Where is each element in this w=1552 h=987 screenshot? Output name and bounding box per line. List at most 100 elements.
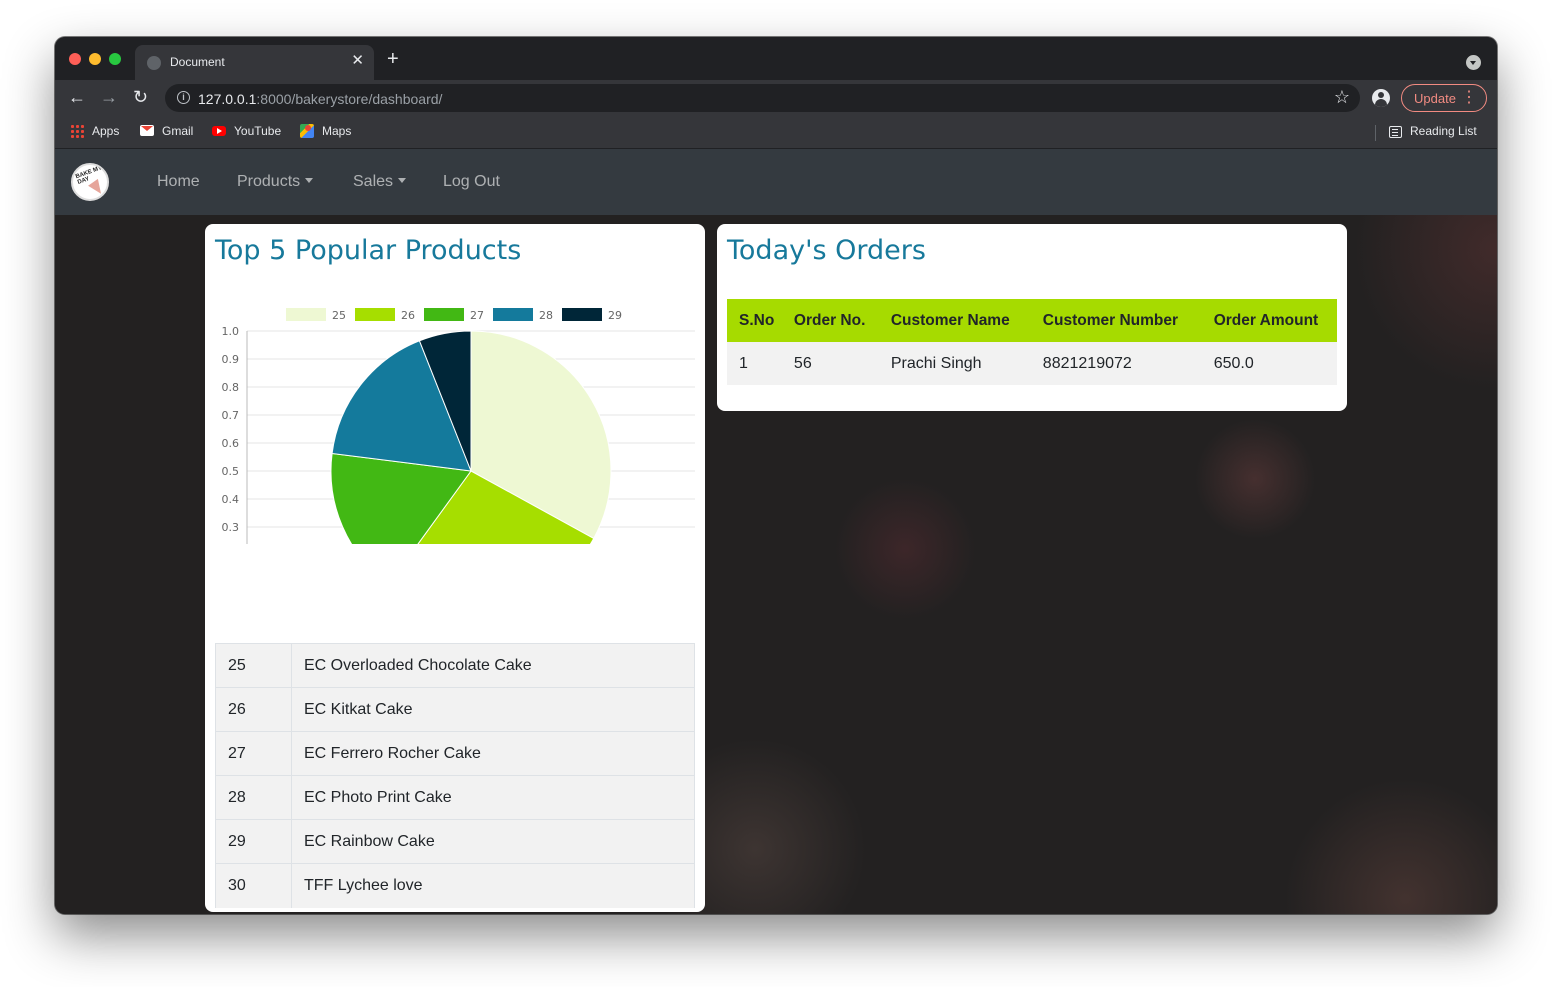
legend-label: 28	[539, 309, 553, 322]
pie-slice-27	[330, 452, 472, 544]
legend-swatch	[355, 308, 395, 321]
reading-list-button[interactable]: Reading List	[1389, 124, 1477, 138]
update-label: Update	[1414, 91, 1456, 106]
bookmark-maps[interactable]: Maps	[300, 124, 351, 138]
bakery-logo[interactable]: BAKE MY DAY	[71, 163, 109, 201]
product-id-cell: 27	[215, 731, 292, 776]
pie-slice-26	[417, 470, 595, 544]
bookmark-divider	[1375, 125, 1376, 141]
product-name-cell: EC Rainbow Cake	[291, 819, 695, 864]
product-id-cell: 25	[215, 643, 292, 688]
page-content: BAKE MY DAY Home Products Sales Log Out …	[55, 149, 1497, 914]
tab-title: Document	[170, 55, 225, 69]
legend-swatch	[493, 308, 533, 321]
orders-table: S.No Order No. Customer Name Customer Numbe…	[727, 299, 1337, 385]
legend-label: 29	[608, 309, 622, 322]
y-tick-label: 1.0	[222, 325, 240, 338]
legend-label: 25	[332, 309, 346, 322]
tab-strip: Document ✕ +	[55, 37, 1497, 80]
reading-list-label: Reading List	[1410, 124, 1477, 138]
table-cell: 8821219072	[1030, 342, 1202, 385]
product-name-cell: EC Photo Print Cake	[291, 775, 695, 820]
url-host: 127.0.0.1	[198, 91, 257, 107]
popular-products-title: Top 5 Popular Products	[215, 235, 522, 266]
bookmark-label: Apps	[92, 124, 120, 138]
pie-slice-25	[470, 330, 612, 540]
orders-header-row: S.No Order No. Customer Name Customer Numbe…	[727, 299, 1337, 342]
table-cell: Prachi Singh	[878, 342, 1031, 385]
column-header: Customer Number	[1030, 299, 1202, 342]
table-row: 26 EC Kitkat Cake	[215, 687, 695, 732]
popular-products-chart: 25262728291.00.90.80.70.60.50.40.30.20.1…	[222, 308, 695, 544]
browser-toolbar: ← → ↻ i 127.0.0.1:8000/bakerystore/dashb…	[55, 80, 1497, 116]
logo-text: BAKE MY DAY	[74, 165, 103, 186]
tab-search-icon[interactable]	[1466, 55, 1481, 70]
nav-sales-label: Sales	[353, 173, 394, 190]
table-row: 30 TFF Lychee love	[215, 863, 695, 908]
update-button[interactable]: Update ⋮	[1401, 84, 1487, 112]
product-id-cell: 26	[215, 687, 292, 732]
globe-icon	[147, 56, 161, 70]
todays-orders-card: Today's Orders S.No Order No. Customer Nam…	[717, 224, 1347, 411]
maps-icon	[300, 124, 314, 138]
nav-logout[interactable]: Log Out	[443, 173, 500, 190]
product-name-cell: TFF Lychee love	[291, 863, 695, 908]
table-row: 28 EC Photo Print Cake	[215, 775, 695, 820]
pie-slice-29	[418, 330, 472, 472]
back-arrow-icon[interactable]: ←	[68, 87, 86, 107]
maximize-window-button[interactable]	[109, 53, 121, 65]
browser-tab[interactable]: Document ✕	[135, 45, 374, 80]
bookmark-label: YouTube	[234, 124, 282, 138]
legend-swatch	[424, 308, 464, 321]
y-tick-label: 0.3	[222, 521, 240, 534]
url-path: :8000/bakerystore/dashboard/	[256, 91, 443, 107]
forward-arrow-icon[interactable]: →	[100, 87, 118, 107]
close-window-button[interactable]	[69, 53, 81, 65]
nav-products[interactable]: Products	[237, 173, 314, 191]
legend-label: 27	[470, 309, 484, 322]
url-text[interactable]: 127.0.0.1:8000/bakerystore/dashboard/	[198, 91, 442, 107]
more-vert-icon[interactable]: ⋮	[1461, 89, 1477, 106]
todays-orders-title: Today's Orders	[727, 235, 926, 266]
table-cell: 650.0	[1201, 342, 1337, 385]
y-tick-label: 0.6	[222, 437, 240, 450]
nav-sales[interactable]: Sales	[353, 173, 407, 191]
popular-products-table: 25 EC Overloaded Chocolate Cake 26 EC Kitka…	[215, 643, 695, 908]
legend-swatch	[286, 308, 326, 321]
browser-window: Document ✕ + ← → ↻ i 127.0.0.1:8000/bake…	[55, 37, 1497, 914]
address-bar[interactable]: i 127.0.0.1:8000/bakerystore/dashboard/ …	[165, 84, 1360, 112]
legend-swatch	[562, 308, 602, 321]
bookmarks-bar: Apps Gmail YouTube Maps Reading List	[55, 116, 1497, 149]
legend-label: 26	[401, 309, 415, 322]
reload-icon[interactable]: ↻	[133, 87, 149, 107]
nav-home[interactable]: Home	[157, 173, 200, 190]
popular-products-card: Top 5 Popular Products 25 26 27 28 29 1.0 0.9 0…	[205, 224, 705, 912]
bookmark-star-icon[interactable]: ☆	[1333, 87, 1350, 107]
table-cell: 56	[781, 342, 879, 385]
product-name-cell: EC Kitkat Cake	[291, 687, 695, 732]
info-icon[interactable]: i	[177, 91, 190, 104]
bookmark-gmail[interactable]: Gmail	[140, 124, 193, 138]
new-tab-button[interactable]: +	[387, 48, 399, 70]
caret-down-icon	[398, 178, 407, 183]
pie-slice-28	[331, 340, 472, 472]
apps-grid-icon	[70, 124, 84, 138]
table-row: 27 EC Ferrero Rocher Cake	[215, 731, 695, 776]
bookmark-youtube[interactable]: YouTube	[212, 124, 281, 138]
youtube-icon	[212, 126, 226, 136]
reading-list-icon	[1389, 126, 1402, 138]
column-header: Customer Name	[878, 299, 1031, 342]
site-navbar: BAKE MY DAY Home Products Sales Log Out	[55, 149, 1497, 215]
minimize-window-button[interactable]	[89, 53, 101, 65]
column-header: Order Amount	[1201, 299, 1337, 342]
profile-icon[interactable]	[1372, 89, 1390, 107]
bookmark-label: Gmail	[162, 124, 194, 138]
table-row: 1 56 Prachi Singh 8821219072 650.0	[727, 342, 1337, 385]
y-tick-label: 0.4	[222, 493, 240, 506]
product-name-cell: EC Overloaded Chocolate Cake	[291, 643, 695, 688]
table-row: 25 EC Overloaded Chocolate Cake	[215, 643, 695, 688]
bookmark-apps[interactable]: Apps	[70, 124, 119, 138]
y-tick-label: 0.8	[222, 381, 240, 394]
close-tab-icon[interactable]: ✕	[351, 52, 364, 69]
table-cell: 1	[727, 342, 782, 385]
